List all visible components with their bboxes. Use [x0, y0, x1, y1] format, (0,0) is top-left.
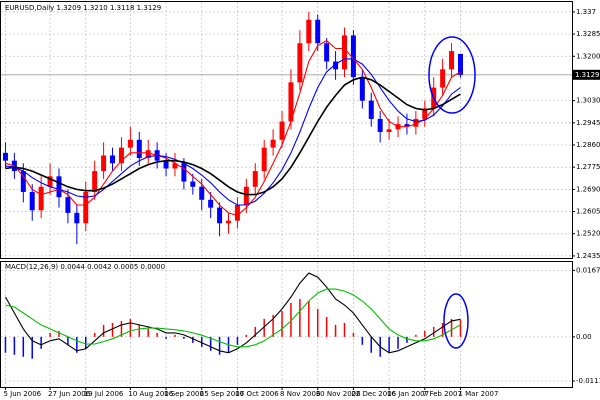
y-tick-label: 0.00 [576, 333, 592, 341]
candle-body [341, 35, 347, 70]
candle-body [145, 150, 151, 159]
candle-body [2, 152, 8, 161]
x-tick-label: 25 Sep 2006 [200, 390, 245, 398]
candle-body [297, 43, 303, 83]
x-tick-label: 27 Jun 2006 [48, 390, 91, 398]
candle-body [386, 129, 392, 132]
x-tick-label: 30 Nov 2006 [316, 390, 361, 398]
x-tick-label: 16 Jan 2007 [387, 390, 429, 398]
indicator-line [5, 272, 461, 354]
candle-body [163, 160, 169, 169]
candle-body [457, 53, 463, 75]
macd-panel-frame [0, 261, 573, 388]
y-tick-label: 1.2690 [576, 185, 600, 193]
candle-body [56, 176, 62, 198]
candle-body [217, 207, 223, 224]
candle-body [422, 108, 428, 119]
candle-body [20, 171, 26, 192]
y-tick-label: 1.2945 [576, 119, 600, 127]
candle-body [74, 212, 80, 224]
y-tick-label: 1.2775 [576, 163, 600, 171]
candle-body [306, 19, 312, 44]
candle-body [101, 155, 107, 172]
candle-body [449, 51, 455, 70]
candle-body [127, 139, 133, 148]
indicator-line [5, 76, 461, 196]
x-tick-label: 1 Sep 2006 [164, 390, 204, 398]
candle-body [333, 61, 339, 70]
x-tick-label: 8 Nov 2006 [280, 390, 321, 398]
price-panel-frame [0, 1, 573, 259]
y-tick-label: -0.0111 [576, 377, 600, 385]
candle-body [234, 205, 240, 221]
candle-body [440, 69, 446, 88]
candle-body [252, 171, 258, 187]
candle-body [226, 220, 232, 224]
candle-body [288, 82, 294, 122]
indicator-line [5, 58, 461, 206]
candle-body [208, 199, 214, 208]
candle-body [413, 118, 419, 127]
y-tick-label: 1.337 [576, 8, 596, 16]
current-price-label: 1.3129 [575, 71, 600, 79]
candle-body [359, 77, 365, 101]
x-tick-label: 19 Jul 2006 [84, 390, 124, 398]
candle-body [315, 19, 321, 44]
y-tick-label: 1.2435 [576, 252, 600, 260]
candle-body [270, 139, 276, 148]
candle-body [83, 191, 89, 224]
candle-body [350, 35, 356, 78]
x-tick-label: 22 Dec 2006 [351, 390, 396, 398]
highlight-ellipse [428, 36, 476, 114]
candle-body [110, 155, 116, 164]
candle-body [324, 43, 330, 62]
candle-body [181, 163, 187, 182]
x-tick-label: 7 Feb 2007 [423, 390, 462, 398]
indicator-line [5, 39, 461, 217]
candle-body [172, 163, 178, 169]
candle-body [199, 186, 205, 200]
y-tick-label: 1.3285 [576, 30, 600, 38]
price-title: EURUSD,Daily 1.3209 1.3210 1.3118 1.3129 [5, 4, 161, 12]
x-tick-label: 1 Mar 2007 [458, 390, 498, 398]
candle-body [261, 147, 267, 172]
candle-body [243, 186, 249, 206]
y-tick-label: 0.0167 [576, 266, 600, 274]
candle-body [136, 139, 142, 159]
candle-body [190, 181, 196, 187]
candle-body [38, 186, 44, 211]
candle-body [279, 121, 285, 140]
x-tick-label: 10 Aug 2006 [128, 390, 173, 398]
y-tick-label: 1.2605 [576, 208, 600, 216]
candle-body [368, 100, 374, 119]
candle-body [92, 171, 98, 192]
x-tick-label: 17 Oct 2006 [235, 390, 279, 398]
x-tick-label: 5 Jun 2006 [3, 390, 41, 398]
y-tick-label: 1.2520 [576, 230, 600, 238]
candle-body [29, 191, 35, 211]
indicator-line [5, 288, 461, 348]
candle-body [377, 118, 383, 132]
candle-body [47, 176, 53, 187]
candle-body [118, 147, 124, 164]
current-price-box [573, 69, 600, 80]
y-tick-label: 1.2860 [576, 141, 600, 149]
y-tick-label: 1.3200 [576, 52, 600, 60]
candle-body [65, 197, 71, 213]
highlight-ellipse [443, 293, 469, 349]
y-tick-label: 1.3030 [576, 97, 600, 105]
candle-body [404, 124, 410, 127]
macd-title: MACD(12,26,9) 0.0044 0.0042 0.0005 0.000… [5, 263, 165, 271]
